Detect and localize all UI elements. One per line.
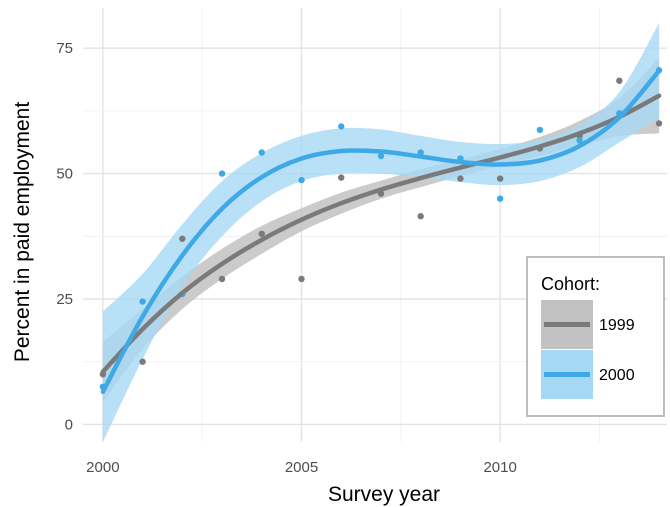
legend: Cohort: 1999 2000 [526, 256, 665, 417]
data-points [99, 67, 663, 391]
data-point-2000 [576, 137, 583, 144]
x-axis-title: Survey year [328, 483, 440, 506]
legend-key-point-2000 [564, 372, 570, 377]
data-point-1999 [457, 175, 464, 182]
data-point-1999 [496, 175, 504, 182]
x-tick-label: 2000 [86, 459, 119, 476]
data-point-1999 [179, 235, 186, 242]
data-point-2000 [338, 123, 345, 130]
confidence-bands [102, 23, 660, 442]
data-point-1999 [655, 120, 663, 127]
data-point-2000 [298, 176, 305, 184]
smooth-line-1999 [100, 93, 662, 375]
grid [83, 8, 667, 442]
y-axis-title: Percent in paid employment [11, 102, 34, 362]
tick-labels: 2000 2005 2010 0 25 50 75 [56, 40, 517, 476]
data-point-2000 [218, 170, 226, 177]
data-point-1999 [616, 77, 623, 84]
y-tick-label: 50 [56, 166, 73, 183]
x-tick-label: 2010 [483, 459, 516, 476]
data-point-2000 [258, 149, 265, 156]
data-point-1999 [258, 230, 265, 237]
data-point-1999 [338, 174, 345, 181]
confidence-band-2000 [102, 23, 660, 442]
y-tick-label: 25 [56, 291, 73, 308]
legend-title: Cohort: [541, 274, 600, 294]
smooth-line-2000 [100, 68, 662, 395]
data-point-2000 [139, 298, 146, 305]
data-point-1999 [417, 213, 424, 220]
legend-key-point-1999 [564, 322, 570, 327]
legend-label-1999: 1999 [599, 317, 635, 334]
data-point-2000 [536, 126, 544, 134]
data-point-2000 [377, 152, 385, 160]
x-tick-label: 2005 [285, 459, 318, 476]
data-point-1999 [218, 275, 226, 283]
data-point-1999 [298, 275, 305, 283]
y-tick-label: 75 [56, 40, 73, 57]
smooth-lines [100, 68, 662, 395]
legend-label-2000: 2000 [599, 367, 635, 384]
y-tick-label: 0 [65, 416, 73, 433]
data-point-2000 [496, 195, 504, 202]
data-point-1999 [139, 358, 146, 365]
